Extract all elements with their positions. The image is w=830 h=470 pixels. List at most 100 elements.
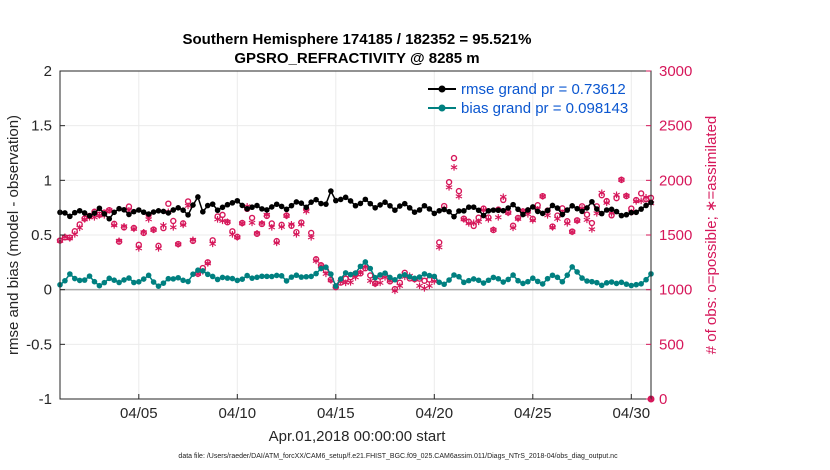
rmse-point (155, 208, 162, 214)
obs-possible-point (539, 192, 546, 200)
obs-possible-point (160, 224, 167, 232)
bias-point (574, 269, 580, 275)
rmse-point (278, 203, 285, 210)
obs-possible-point (184, 198, 192, 205)
bias-point (613, 280, 620, 287)
obs-possible-point (608, 212, 615, 219)
bias-point (190, 271, 196, 277)
rmse-point (623, 211, 630, 218)
bias-point (278, 273, 285, 279)
bias-point (219, 274, 226, 281)
bias-point (426, 272, 433, 279)
obs-possible-point (66, 234, 74, 241)
bias-point (470, 276, 477, 282)
rmse-point (633, 209, 640, 216)
bias-point (101, 279, 108, 286)
obs-possible-point (110, 220, 118, 228)
obs-possible-point (209, 237, 216, 244)
obs-assimilated-point: * (234, 233, 242, 249)
obs-assimilated-point: * (544, 211, 552, 227)
bias-point (121, 277, 127, 283)
obs-possible-point (529, 215, 536, 223)
obs-possible-point (367, 272, 374, 279)
rmse-point (594, 206, 600, 212)
obs-assimilated-point: * (411, 275, 419, 291)
bias-point (229, 275, 236, 282)
obs-assimilated-point: * (450, 163, 458, 179)
rmse-point (515, 206, 521, 213)
rmse-point (372, 204, 379, 211)
obs-assimilated-point: * (416, 281, 424, 297)
rmse-point (244, 206, 250, 212)
bias-point (490, 274, 497, 281)
bias-point (209, 273, 216, 280)
legend-bias-marker (438, 104, 446, 112)
obs-assimilated-point: * (495, 213, 503, 229)
rmse-point (195, 194, 201, 200)
rmse-point (564, 207, 571, 213)
bias-point (347, 271, 354, 278)
obs-assimilated-point: * (455, 191, 463, 207)
rmse-point (283, 206, 290, 213)
bias-point (554, 274, 561, 281)
y-axis-right: 0 500 1000 1500 2000 2500 3000 (646, 63, 692, 408)
obs-assimilated-point: * (588, 224, 596, 240)
bias-point (204, 271, 211, 278)
bias-point (382, 270, 388, 276)
obs-assimilated-point: * (372, 279, 380, 295)
y-tick-label-right: 1000 (659, 282, 692, 299)
obs-possible-point (480, 205, 487, 212)
obs-possible-point (219, 211, 226, 219)
rmse-point (259, 206, 265, 212)
obs-assimilated-point: * (135, 244, 143, 260)
obs-possible-point (298, 219, 305, 226)
obs-assimilated-point: * (618, 175, 626, 191)
rmse-point (175, 204, 181, 211)
obs-possible-point (603, 197, 610, 205)
rmse-point (308, 199, 314, 205)
obs-possible-point (170, 217, 177, 225)
bias-point (387, 274, 393, 281)
rmse-point (160, 208, 167, 215)
rmse-point (298, 200, 305, 206)
rmse-point (180, 207, 186, 213)
obs-possible-point (165, 200, 172, 207)
rmse-point (126, 211, 132, 218)
obs-assimilated-point: * (101, 210, 109, 226)
bias-point (76, 277, 83, 284)
bias-point (598, 282, 605, 289)
obs-assimilated-point: * (155, 244, 163, 260)
obs-possible-point (396, 279, 404, 286)
rmse-point (643, 202, 649, 209)
rmse-point (209, 201, 216, 207)
obs-assimilated-point: * (224, 217, 232, 233)
bias-point (638, 281, 644, 287)
obs-assimilated-point: * (623, 191, 631, 207)
obs-assimilated-point: * (386, 276, 394, 292)
obs-assimilated-point: * (175, 239, 183, 255)
rmse-point (62, 210, 68, 216)
rmse-point (140, 209, 147, 216)
legend-rmse-label: rmse grand pr = 0.73612 (461, 81, 626, 98)
bias-point (618, 279, 625, 286)
obs-assimilated-point: * (514, 214, 522, 230)
bias-point (165, 275, 172, 282)
rmse-point (456, 208, 462, 214)
bias-point (145, 272, 152, 279)
obs-assimilated-point: * (569, 227, 577, 243)
rmse-point (628, 209, 635, 216)
rmse-point (273, 201, 280, 208)
bias-point (342, 270, 349, 276)
rmse-point (303, 204, 310, 211)
obs-possible-point (588, 219, 596, 227)
obs-assimilated-point: * (209, 239, 217, 255)
bias-point (273, 272, 280, 279)
obs-assimilated-point: * (120, 221, 128, 237)
obs-assimilated-point: * (303, 207, 311, 223)
obs-assimilated-point: * (332, 282, 340, 298)
obs-assimilated-point: * (431, 276, 439, 292)
rmse-point (170, 207, 177, 213)
obs-assimilated-point: * (214, 214, 222, 230)
bias-point (337, 276, 344, 282)
rmse-point (451, 213, 457, 220)
